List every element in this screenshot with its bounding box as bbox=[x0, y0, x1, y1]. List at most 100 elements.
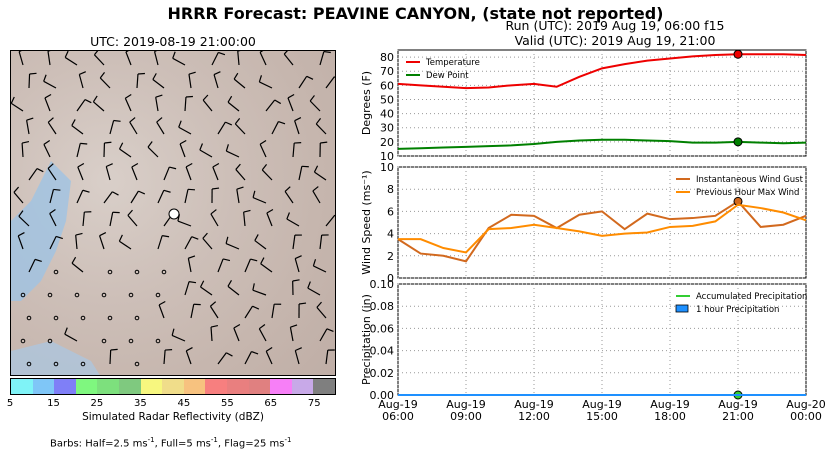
wind-barb-flag bbox=[47, 163, 54, 169]
wind-barb bbox=[184, 236, 193, 250]
wind-barb-flag bbox=[227, 95, 233, 103]
wind-barb-flag bbox=[188, 255, 196, 259]
wind-barb-flag bbox=[274, 99, 282, 105]
y-tick-label: 10 bbox=[380, 161, 394, 174]
wind-barb-flag bbox=[202, 94, 209, 101]
wind-barb-flag bbox=[71, 119, 76, 126]
wind-barb-flag bbox=[292, 279, 300, 282]
wind-barb-flag bbox=[212, 162, 220, 168]
colorbar-tick: 5 bbox=[6, 398, 14, 409]
wind-barb bbox=[226, 150, 240, 158]
wind-barb bbox=[119, 240, 132, 250]
wind-barb bbox=[64, 56, 78, 66]
wind-barb bbox=[103, 191, 113, 204]
wind-barb-flag bbox=[226, 352, 233, 357]
wind-barb bbox=[28, 73, 31, 89]
wind-barb-flag bbox=[250, 258, 258, 262]
calm-marker bbox=[26, 315, 32, 321]
y-tick-label: 40 bbox=[380, 108, 394, 121]
wind-barb-flag bbox=[233, 323, 241, 329]
wind-barb bbox=[298, 75, 308, 89]
wind-barb bbox=[209, 305, 219, 319]
wind-barb-flag bbox=[106, 163, 113, 168]
wind-barb-flag bbox=[172, 51, 176, 59]
wind-barb bbox=[265, 350, 273, 365]
x-tick-date: Aug-19 bbox=[514, 398, 553, 411]
wind-barb bbox=[47, 51, 51, 66]
wind-barb-flag bbox=[295, 347, 302, 352]
wind-barb-flag bbox=[265, 346, 273, 352]
y-tick-label: 60 bbox=[380, 79, 394, 92]
chart-panel-3: 0.00 0.02 0.04 0.06 0.08 0.10 Precipitation (i… bbox=[360, 278, 807, 402]
wind-barb bbox=[235, 169, 246, 181]
wind-barb-flag bbox=[210, 209, 217, 215]
legend-label: Instantaneous Wind Gust bbox=[696, 175, 804, 185]
colorbar-ticks: 5 15 25 35 45 55 65 75 bbox=[6, 398, 336, 410]
calm-marker bbox=[53, 315, 59, 321]
wind-barb bbox=[11, 102, 24, 112]
wind-barb-flag bbox=[80, 142, 88, 145]
colorbar-tick: 75 bbox=[307, 398, 321, 409]
wind-barb-flag bbox=[64, 51, 69, 58]
wind-barb-flag bbox=[84, 99, 92, 104]
wind-barb bbox=[188, 74, 192, 89]
wind-barb bbox=[298, 166, 303, 181]
calm-marker bbox=[53, 361, 59, 367]
wind-barb bbox=[184, 189, 189, 204]
x-tick-time: 21:00 bbox=[722, 410, 754, 423]
legend-label: Previous Hour Max Wind bbox=[696, 188, 799, 198]
wind-barb-flag bbox=[225, 236, 229, 244]
wind-barb-flag bbox=[287, 93, 295, 99]
wind-barb bbox=[244, 305, 253, 319]
wind-barb-flag bbox=[99, 232, 107, 237]
wind-barb bbox=[177, 220, 192, 227]
wind-barb bbox=[71, 262, 84, 273]
wind-barb-layer bbox=[11, 51, 335, 375]
wind-barb-flag bbox=[235, 163, 241, 170]
wind-barb bbox=[325, 214, 335, 227]
wind-barb bbox=[49, 213, 57, 227]
wind-barb bbox=[82, 212, 85, 227]
wind-barb-flag bbox=[11, 96, 15, 104]
wind-barb bbox=[119, 148, 132, 158]
colorbar-swatch bbox=[226, 379, 249, 394]
wind-barb-flag bbox=[261, 164, 268, 171]
y-tick-label: 8 bbox=[387, 183, 394, 196]
wind-barb-flag bbox=[326, 328, 334, 332]
wind-barb bbox=[171, 334, 186, 342]
wind-barb-flag bbox=[156, 117, 163, 123]
y-tick-label: 80 bbox=[380, 51, 394, 64]
wind-barb bbox=[21, 142, 24, 158]
calm-marker bbox=[80, 315, 86, 321]
colorbar-swatch bbox=[313, 379, 335, 394]
reflectivity-colorbar bbox=[10, 378, 336, 395]
wind-barb-flag bbox=[77, 162, 85, 168]
wind-barb-flag bbox=[188, 71, 196, 75]
radar-map[interactable] bbox=[10, 50, 336, 376]
wind-barb-flag bbox=[278, 120, 286, 125]
x-tick-date: Aug-19 bbox=[650, 398, 689, 411]
wind-barb bbox=[99, 235, 105, 250]
wind-barb bbox=[325, 350, 329, 365]
y-tick-label: 2 bbox=[387, 250, 394, 263]
colorbar-tick: 55 bbox=[220, 398, 234, 409]
wind-barb bbox=[261, 169, 273, 181]
wind-barb-flag bbox=[227, 279, 232, 287]
wind-barb-flag bbox=[36, 168, 44, 173]
colorbar-swatch bbox=[54, 379, 76, 394]
wind-barb bbox=[313, 265, 327, 273]
wind-barb-flag bbox=[252, 283, 255, 291]
wind-barb-flag bbox=[71, 256, 77, 264]
chart-title: HRRR Forecast: PEAVINE CANYON, (state no… bbox=[167, 4, 664, 23]
colorbar-swatch bbox=[97, 379, 119, 394]
wind-barb bbox=[157, 190, 165, 204]
wind-barb-flag bbox=[138, 190, 146, 195]
calm-marker bbox=[53, 269, 59, 275]
wind-barb-flag bbox=[315, 118, 322, 125]
wind-barb-flag bbox=[258, 324, 266, 330]
wind-barb-flag bbox=[188, 281, 197, 284]
wind-barb-flag bbox=[158, 301, 166, 306]
wind-barb bbox=[127, 214, 138, 227]
wind-barb-flag bbox=[316, 301, 322, 308]
wind-barb bbox=[199, 149, 213, 158]
